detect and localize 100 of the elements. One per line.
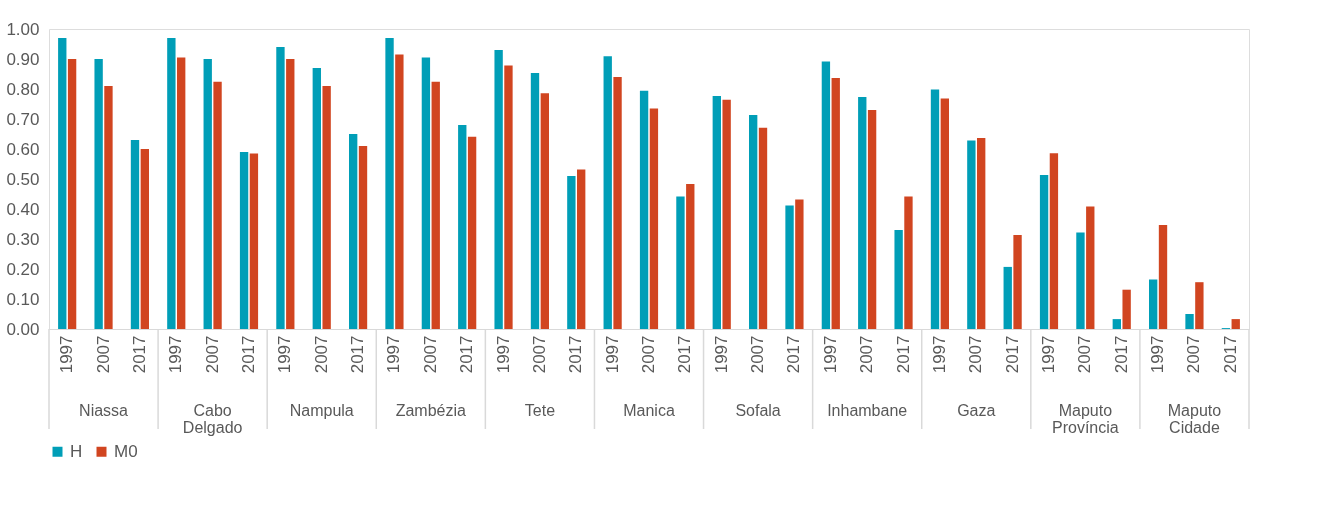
- bar: [530, 73, 540, 329]
- bar: [1149, 279, 1158, 329]
- x-tick-label: 2007: [311, 335, 331, 374]
- bar: [712, 95, 721, 329]
- x-tick-label: 2007: [966, 335, 986, 374]
- x-tick-label: 2017: [1002, 335, 1022, 374]
- bar: [130, 140, 140, 329]
- bar: [167, 38, 176, 329]
- y-tick-label: 0.60: [6, 139, 40, 159]
- y-tick-label: 0.40: [6, 199, 40, 219]
- bar: [603, 56, 612, 329]
- bar: [686, 184, 695, 329]
- bar: [540, 93, 549, 329]
- bar: [967, 140, 976, 329]
- text: Tete: [524, 402, 556, 419]
- x-tick-label: 1997: [166, 335, 186, 374]
- bar: [213, 81, 222, 329]
- x-tick-label: 1997: [57, 335, 77, 374]
- bar: [821, 61, 831, 329]
- x-tick-label: 2007: [1184, 335, 1204, 374]
- x-tick-label: 1997: [711, 335, 731, 374]
- bar: [177, 57, 186, 329]
- bar: [1122, 289, 1131, 329]
- bar: [1185, 314, 1194, 329]
- bar: [458, 125, 467, 329]
- bar: [67, 59, 77, 329]
- bar: [1195, 282, 1204, 329]
- x-tick-label: 2017: [784, 335, 804, 374]
- bar: [1013, 235, 1022, 329]
- bar: [930, 89, 940, 329]
- bar: [1086, 206, 1095, 329]
- x-tick-label: 2017: [1111, 335, 1131, 374]
- x-tick-label: 2007: [529, 335, 549, 374]
- y-tick-label: 0.00: [6, 319, 40, 339]
- bar: [676, 196, 685, 329]
- bar: [894, 230, 903, 329]
- bar: [467, 136, 477, 329]
- bar: [286, 59, 295, 329]
- bar: [358, 146, 368, 329]
- bar: [349, 134, 358, 329]
- bar: [312, 68, 321, 329]
- y-tick-label: 0.10: [6, 289, 40, 309]
- y-tick-label: 0.70: [6, 109, 40, 129]
- x-tick-label: 2017: [1220, 335, 1240, 374]
- bar: [421, 57, 431, 329]
- bar: [1076, 232, 1085, 329]
- text: Zambézia: [395, 402, 467, 419]
- bar: [1112, 319, 1121, 329]
- y-tick-label: 0.50: [6, 169, 40, 189]
- bar: [1039, 175, 1049, 329]
- bar: [758, 127, 768, 329]
- bar: [1049, 153, 1059, 329]
- x-tick-label: 1997: [820, 335, 840, 374]
- bar: [858, 97, 867, 329]
- text: Maputo Província: [1052, 402, 1119, 436]
- bar: [104, 86, 113, 329]
- text: Cabo Delgado: [182, 402, 243, 436]
- x-tick-label: 2017: [348, 335, 368, 374]
- legend-label: M0: [114, 441, 138, 461]
- bar: [239, 152, 249, 329]
- x-tick-label: 2007: [1075, 335, 1095, 374]
- x-tick-label: 2007: [639, 335, 658, 374]
- bar: [940, 98, 949, 329]
- y-tick-label: 0.80: [6, 79, 40, 99]
- x-tick-label: 1997: [493, 335, 513, 374]
- bar: [649, 108, 659, 329]
- x-tick-label: 2007: [93, 335, 113, 374]
- bar: [639, 90, 649, 329]
- bar: [322, 86, 331, 329]
- x-tick-label: 2007: [202, 335, 222, 374]
- bar: [831, 77, 840, 329]
- bar: [577, 169, 586, 329]
- text: Sofala: [735, 402, 781, 419]
- text: Gaza: [957, 402, 996, 419]
- x-tick-label: 2017: [566, 335, 586, 374]
- bar: [977, 137, 986, 329]
- x-tick-label: 2017: [239, 335, 258, 374]
- y-tick-label: 0.30: [6, 229, 40, 249]
- x-tick-label: 2007: [420, 335, 440, 374]
- bar: [613, 77, 622, 329]
- bar: [867, 110, 877, 329]
- bar: [140, 149, 149, 329]
- text: Manica: [623, 402, 675, 419]
- bar: [722, 99, 731, 329]
- y-tick-label: 0.90: [6, 49, 40, 69]
- bar: [1158, 224, 1168, 329]
- x-tick-label: 2007: [857, 335, 877, 374]
- x-tick-label: 2007: [748, 335, 768, 374]
- x-tick-label: 2017: [129, 335, 149, 374]
- text: Maputo Cidade: [1167, 402, 1222, 436]
- bar: [58, 38, 67, 329]
- x-tick-label: 1997: [275, 335, 295, 374]
- legend-label: H: [70, 441, 83, 461]
- text: Niassa: [79, 402, 129, 419]
- bar: [1003, 266, 1012, 329]
- bar: [785, 205, 794, 329]
- x-tick-label: 1997: [929, 335, 949, 374]
- text: Nampula: [289, 402, 354, 419]
- y-tick-label: 1.00: [6, 19, 40, 39]
- bar: [395, 54, 404, 329]
